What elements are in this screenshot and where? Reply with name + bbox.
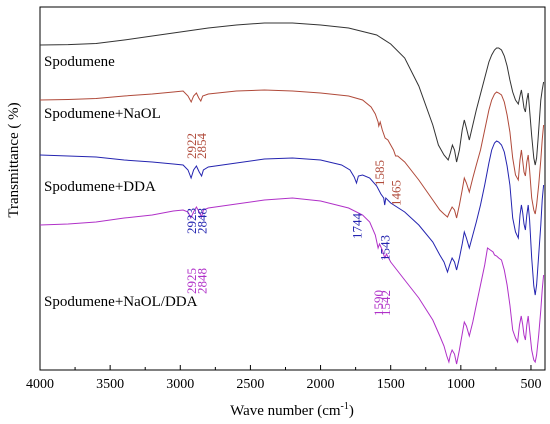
peak-annotation-3: 1465	[389, 180, 404, 206]
peak-annotation-9: 2848	[195, 268, 210, 294]
curve-label-1: Spodumene+NaOL	[44, 106, 161, 122]
x-axis-ticks: 4000 3500 3000 2500 2000 1500 1000 500	[26, 365, 541, 392]
peak-annotation-2: 1585	[372, 160, 387, 186]
series-line-3	[39, 197, 545, 365]
curve-label-3: Spodumene+NaOL/DDA	[44, 294, 198, 310]
peak-annotation-5: 2848	[195, 208, 210, 234]
series-group	[39, 22, 545, 365]
curve-label-0: Spodumene	[44, 54, 115, 70]
curve-label-2: Spodumene+DDA	[44, 179, 156, 195]
peak-annotation-8: 2925	[184, 268, 199, 294]
peak-annotation-10: 1590	[371, 290, 386, 316]
peak-annotation-4: 2923	[184, 208, 199, 234]
plot-frame	[39, 6, 546, 371]
peak-annotation-11: 1542	[378, 290, 393, 316]
peak-annotation-7: 1543	[378, 235, 393, 261]
x-tick-label: 1000	[447, 377, 475, 392]
x-tick-label: 4000	[26, 377, 54, 392]
curve-labels: Spodumene Spodumene+NaOL Spodumene+DDA Spod…	[44, 54, 198, 310]
peak-annotation-0: 2922	[184, 133, 199, 159]
series-line-0	[39, 22, 545, 166]
series-line-1	[39, 89, 545, 219]
x-tick-label: 500	[520, 377, 541, 392]
x-tick-label: 3000	[166, 377, 194, 392]
x-tick-label: 2500	[236, 377, 264, 392]
series-line-2	[39, 140, 545, 296]
y-axis-label: Transmittance ( %)	[6, 102, 22, 217]
x-tick-label: 3500	[96, 377, 124, 392]
peak-annotation-1: 2854	[194, 133, 209, 160]
x-axis-label: Wave number (cm-1)	[230, 401, 354, 419]
x-tick-label: 2000	[307, 377, 335, 392]
peak-annotation-6: 1744	[350, 213, 365, 240]
x-tick-label: 1500	[377, 377, 405, 392]
